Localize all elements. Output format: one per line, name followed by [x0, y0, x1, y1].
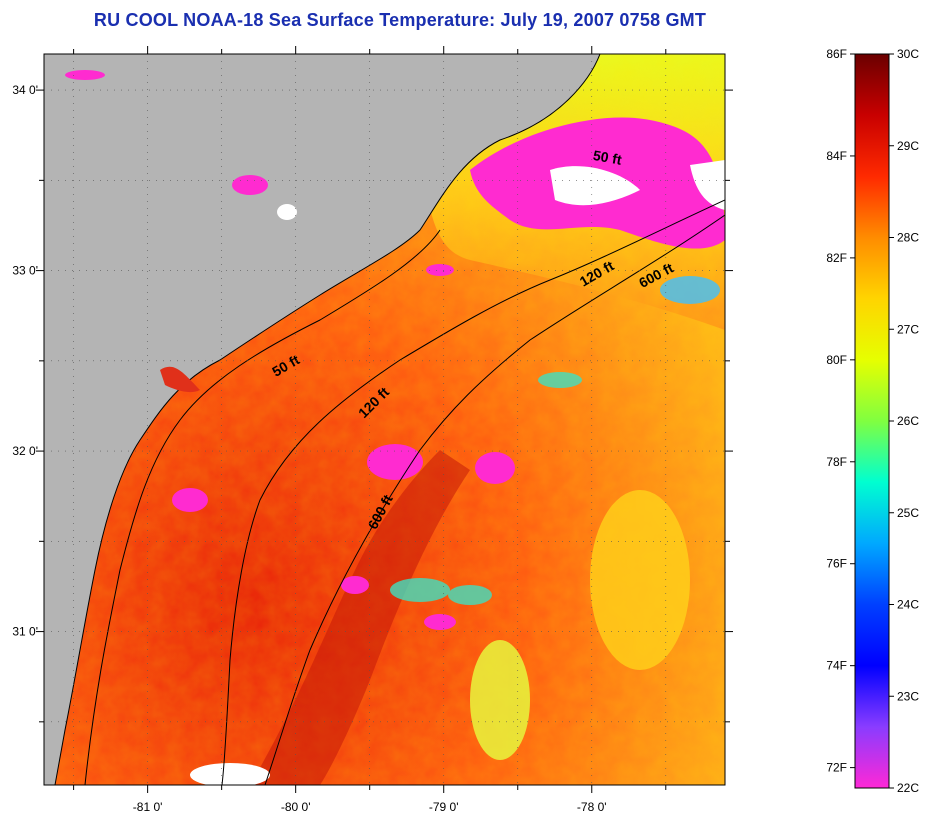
lon-tick-label: -78 0' — [577, 800, 607, 814]
contour-600ft — [264, 214, 725, 785]
cold-patches — [65, 70, 725, 785]
contour-label: 50 ft — [592, 147, 623, 168]
fahrenheit-label: 72F — [826, 761, 847, 775]
coastline — [54, 54, 601, 785]
colorbar-labels: 30C 29C 28C 27C 26C 25C 24C 23C 22C 86F 84F 82F 80F 7… — [826, 47, 919, 795]
celsius-label: 26C — [897, 414, 919, 428]
fahrenheit-label: 84F — [826, 149, 847, 163]
bathymetry-contours — [84, 199, 725, 785]
cool-blotches — [390, 276, 720, 760]
temperature-colorbar: 30C 29C 28C 27C 26C 25C 24C 23C 22C 86F 84F 82F 80F 7… — [780, 0, 936, 817]
fahrenheit-label: 74F — [826, 659, 847, 673]
lat-tick-label: 33 0' — [12, 264, 38, 278]
fahrenheit-label: 78F — [826, 455, 847, 469]
lon-tick-label: -81 0' — [133, 800, 163, 814]
map-title: RU COOL NOAA-18 Sea Surface Temperature:… — [93, 10, 707, 30]
fahrenheit-label: 76F — [826, 557, 847, 571]
colorbar-canvas: 30C 29C 28C 27C 26C 25C 24C 23C 22C 86F 84F 82F 80F 7… — [826, 47, 919, 795]
lat-tick-label: 34 0' — [12, 83, 38, 97]
sst-map: 50 ft 120 ft 600 ft 50 ft 120 ft 600 ft -81 0… — [12, 46, 733, 814]
celsius-label: 29C — [897, 139, 919, 153]
celsius-label: 27C — [897, 322, 919, 336]
gulf-stream-core — [250, 450, 470, 785]
fahrenheit-label: 82F — [826, 251, 847, 265]
fahrenheit-label: 86F — [826, 47, 847, 61]
celsius-label: 23C — [897, 689, 919, 703]
celsius-label: 24C — [897, 598, 919, 612]
colorbar-bar — [854, 53, 890, 789]
map-frame — [43, 53, 726, 786]
celsius-label: 28C — [897, 231, 919, 245]
lat-tick-label: 31 0' — [12, 625, 38, 639]
lon-tick-label: -79 0' — [429, 800, 459, 814]
celsius-label: 30C — [897, 47, 919, 61]
lat-tick-label: 32 0' — [12, 444, 38, 458]
contour-120ft — [221, 199, 725, 785]
fahrenheit-label: 80F — [826, 353, 847, 367]
estuary — [160, 366, 200, 393]
contour-50ft — [84, 229, 441, 785]
celsius-label: 22C — [897, 781, 919, 795]
map-ticks: -81 0' -80 0' -79 0' -78 0' 34 0' 33 0' 32 0' 3… — [12, 46, 733, 814]
lon-tick-label: -80 0' — [281, 800, 311, 814]
land-area — [44, 54, 600, 785]
celsius-label: 25C — [897, 506, 919, 520]
